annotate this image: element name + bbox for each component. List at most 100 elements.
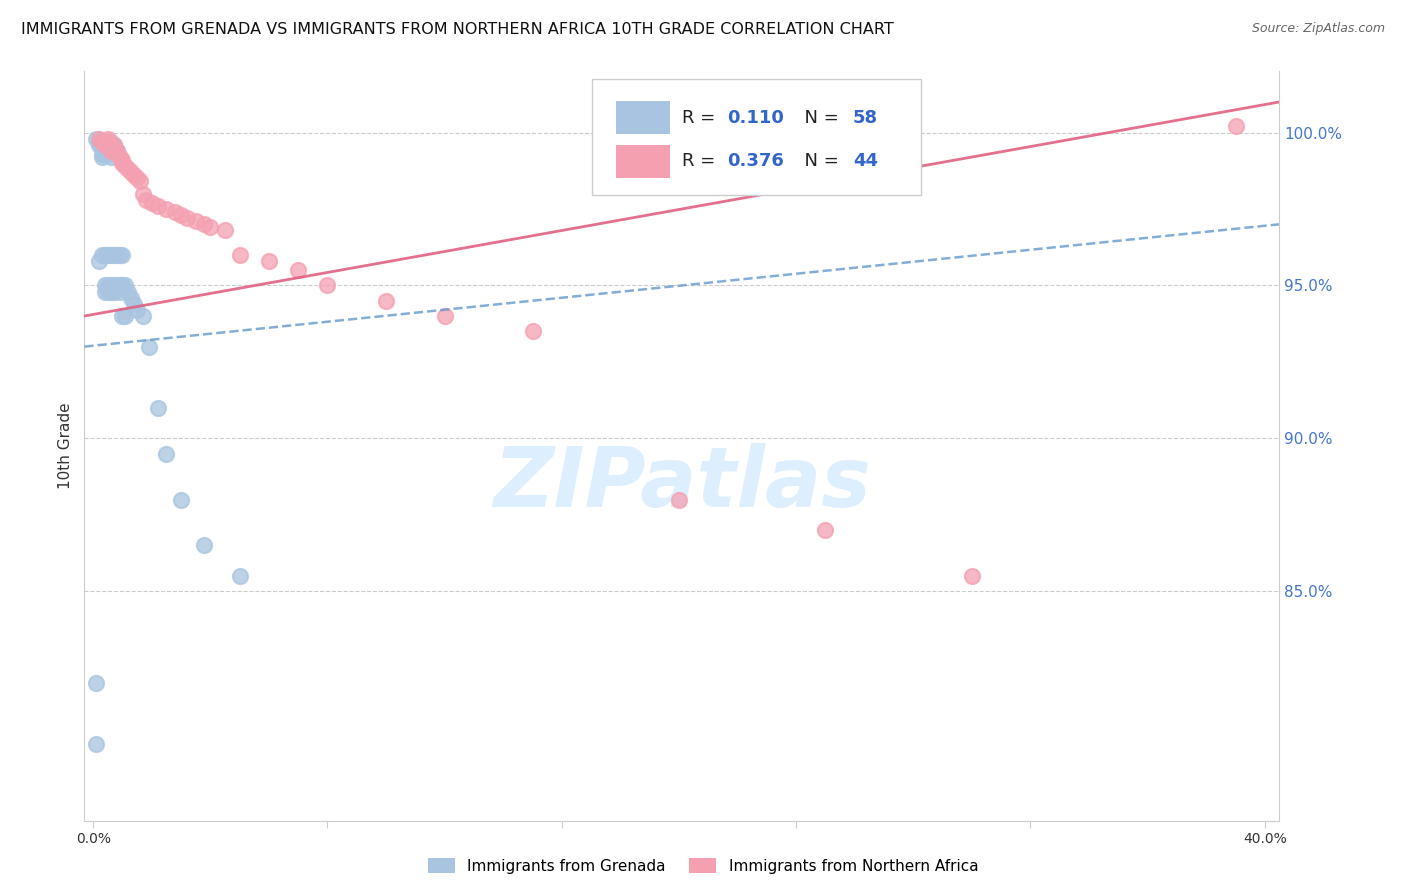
- Point: [375, 293, 398, 308]
- Point: [127, 171, 149, 186]
- Point: [100, 248, 122, 262]
- Point: [120, 291, 142, 305]
- Point: [90, 135, 114, 149]
- Point: [117, 285, 139, 299]
- Point: [135, 193, 157, 207]
- Text: R =: R =: [682, 109, 721, 127]
- Point: [108, 285, 131, 299]
- Point: [100, 135, 122, 149]
- Point: [94, 278, 117, 293]
- Point: [176, 211, 198, 226]
- Point: [105, 248, 128, 262]
- Point: [90, 150, 114, 164]
- Point: [97, 141, 120, 155]
- Point: [111, 153, 134, 167]
- Point: [100, 150, 122, 164]
- Point: [103, 285, 125, 299]
- Point: [100, 278, 122, 293]
- Point: [94, 141, 117, 155]
- Point: [97, 248, 120, 262]
- Point: [103, 141, 125, 155]
- Point: [433, 309, 456, 323]
- Point: [103, 248, 125, 262]
- Point: [122, 297, 145, 311]
- Point: [193, 217, 215, 231]
- Point: [960, 569, 983, 583]
- Point: [103, 137, 125, 152]
- Point: [100, 141, 122, 155]
- Point: [111, 248, 134, 262]
- Text: 0.376: 0.376: [727, 153, 785, 170]
- Text: 0.110: 0.110: [727, 109, 785, 127]
- Point: [141, 195, 163, 210]
- Point: [132, 186, 155, 201]
- Point: [108, 150, 131, 164]
- Point: [97, 131, 120, 145]
- Point: [111, 278, 134, 293]
- Text: ZIPatlas: ZIPatlas: [494, 443, 870, 524]
- Point: [1225, 120, 1247, 134]
- Point: [257, 254, 280, 268]
- Point: [287, 263, 309, 277]
- Y-axis label: 10th Grade: 10th Grade: [58, 402, 73, 490]
- Point: [103, 137, 125, 152]
- Point: [146, 199, 169, 213]
- Point: [87, 137, 110, 152]
- Point: [105, 144, 128, 158]
- Point: [87, 131, 110, 145]
- Point: [90, 248, 114, 262]
- Point: [97, 135, 120, 149]
- Point: [108, 248, 131, 262]
- Point: [316, 278, 339, 293]
- Point: [97, 278, 120, 293]
- Point: [129, 174, 152, 188]
- Point: [214, 223, 236, 237]
- Point: [228, 569, 250, 583]
- Point: [84, 131, 107, 145]
- Point: [522, 324, 544, 338]
- Point: [668, 492, 690, 507]
- Point: [127, 302, 149, 317]
- Point: [84, 737, 107, 751]
- Point: [87, 254, 110, 268]
- Point: [165, 205, 187, 219]
- Point: [103, 278, 125, 293]
- Point: [105, 144, 128, 158]
- Point: [114, 159, 136, 173]
- Point: [100, 137, 122, 152]
- Point: [94, 147, 117, 161]
- FancyBboxPatch shape: [592, 78, 921, 195]
- Point: [111, 309, 134, 323]
- Point: [138, 340, 160, 354]
- Text: Source: ZipAtlas.com: Source: ZipAtlas.com: [1251, 22, 1385, 36]
- Point: [228, 248, 250, 262]
- Point: [184, 214, 207, 228]
- Legend: Immigrants from Grenada, Immigrants from Northern Africa: Immigrants from Grenada, Immigrants from…: [422, 852, 984, 880]
- Point: [87, 135, 110, 149]
- Point: [170, 208, 193, 222]
- FancyBboxPatch shape: [616, 145, 671, 178]
- Point: [132, 309, 155, 323]
- Point: [155, 447, 177, 461]
- Point: [97, 137, 120, 152]
- Text: 44: 44: [853, 153, 877, 170]
- Text: 58: 58: [853, 109, 877, 127]
- Point: [100, 285, 122, 299]
- FancyBboxPatch shape: [616, 102, 671, 135]
- Point: [84, 676, 107, 690]
- Point: [100, 144, 122, 158]
- Point: [114, 278, 136, 293]
- Point: [155, 202, 177, 216]
- Point: [117, 162, 139, 177]
- Point: [94, 137, 117, 152]
- Text: R =: R =: [682, 153, 721, 170]
- Point: [94, 285, 117, 299]
- Point: [94, 248, 117, 262]
- Point: [90, 147, 114, 161]
- Point: [114, 309, 136, 323]
- Point: [97, 285, 120, 299]
- Point: [90, 137, 114, 152]
- Point: [814, 523, 837, 537]
- Point: [108, 278, 131, 293]
- Point: [100, 144, 122, 158]
